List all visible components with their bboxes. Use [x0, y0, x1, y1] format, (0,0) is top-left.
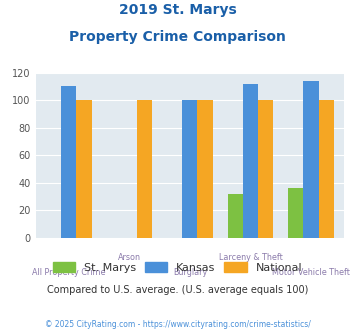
Text: Burglary: Burglary — [173, 268, 207, 277]
Bar — [258, 100, 273, 238]
Bar — [182, 100, 197, 238]
Text: Arson: Arson — [118, 253, 141, 262]
Text: Motor Vehicle Theft: Motor Vehicle Theft — [272, 268, 350, 277]
Text: 2019 St. Marys: 2019 St. Marys — [119, 3, 236, 17]
Bar — [228, 194, 243, 238]
Text: © 2025 CityRating.com - https://www.cityrating.com/crime-statistics/: © 2025 CityRating.com - https://www.city… — [45, 320, 310, 329]
Legend: St. Marys, Kansas, National: St. Marys, Kansas, National — [48, 258, 307, 278]
Text: Property Crime Comparison: Property Crime Comparison — [69, 30, 286, 44]
Bar — [137, 100, 152, 238]
Text: Compared to U.S. average. (U.S. average equals 100): Compared to U.S. average. (U.S. average … — [47, 285, 308, 295]
Bar — [319, 100, 334, 238]
Bar — [243, 83, 258, 238]
Bar — [304, 81, 319, 238]
Text: All Property Crime: All Property Crime — [32, 268, 105, 277]
Bar — [61, 86, 76, 238]
Bar — [288, 188, 304, 238]
Bar — [197, 100, 213, 238]
Bar — [76, 100, 92, 238]
Text: Larceny & Theft: Larceny & Theft — [219, 253, 282, 262]
